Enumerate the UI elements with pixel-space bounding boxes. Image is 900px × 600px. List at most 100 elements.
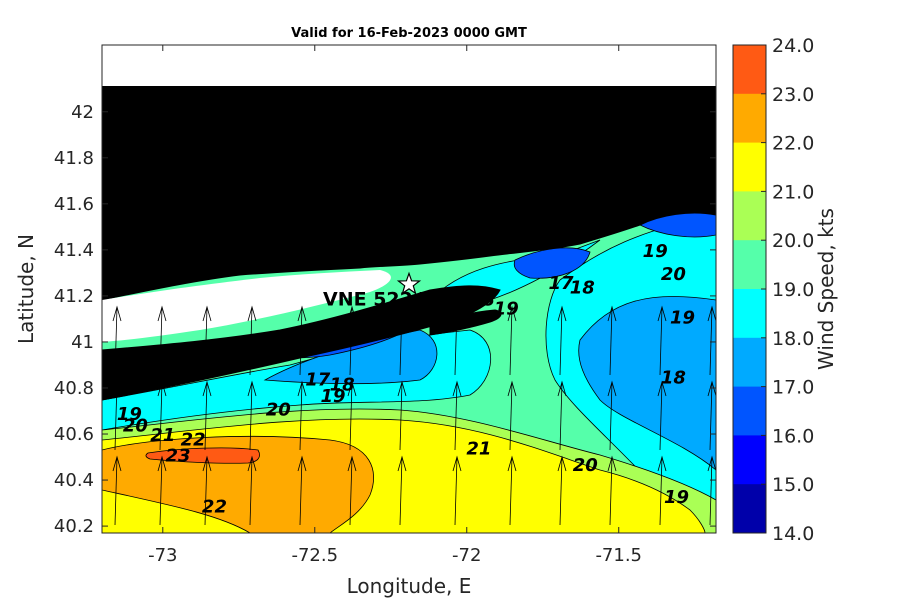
wind-band-23-24 [145, 447, 260, 464]
contour-label: 19 [664, 487, 689, 508]
contour-label: 18 [570, 278, 595, 299]
colorbar-swatch [733, 435, 766, 485]
contour-label: 19 [117, 404, 142, 425]
x-tick-label: -72.5 [291, 545, 338, 566]
wind-vector [707, 305, 716, 376]
y-tick-label: 42 [71, 102, 94, 123]
wind-vector [397, 455, 407, 526]
colorbar-swatch [733, 484, 766, 534]
wind-vector [657, 305, 667, 376]
colorbar: 24.0 23.0 22.0 21.0 20.0 19.0 18.0 17.0 16.0 15.0… [732, 35, 838, 545]
wind-vector [247, 305, 257, 376]
colorbar-ticks: 24.0 23.0 22.0 21.0 20.0 19.0 18.0 17.0 16.0 15.0… [761, 35, 814, 545]
wind-vector [202, 380, 212, 451]
plot-title: Valid for 16-Feb-2023 0000 GMT [291, 26, 527, 41]
contour-label: 18 [661, 367, 686, 388]
wind-vector [347, 305, 357, 376]
contour-label: 22 [181, 430, 206, 451]
wind-vector [657, 455, 667, 526]
colorbar-swatch [733, 386, 766, 436]
contour-label: 20 [266, 400, 291, 421]
wind-band-18-19 [578, 295, 716, 471]
colorbar-tick-label: 21.0 [772, 181, 814, 203]
contour-label: 18 [330, 374, 355, 395]
wind-vector [297, 455, 307, 526]
contour-label: 20 [661, 264, 686, 285]
y-tick-label: 40.6 [54, 424, 94, 445]
station-label: VNE 522 VC 106 [323, 288, 494, 310]
wind-vector [202, 455, 212, 526]
wind-vector [247, 380, 257, 451]
colorbar-tick-label: 16.0 [772, 425, 814, 447]
colorbar-swatch [733, 191, 766, 241]
wind-vector [157, 455, 167, 526]
contour-label: 19 [494, 298, 519, 319]
colorbar-tick-label: 23.0 [772, 84, 814, 106]
land-new-england [102, 85, 716, 301]
wind-vector [452, 455, 462, 526]
wind-vector [557, 380, 567, 451]
contour-label: 20 [573, 455, 598, 476]
y-tick-label: 40.4 [54, 470, 94, 491]
wind-vector [507, 455, 517, 526]
y-tick-label: 40.2 [54, 516, 94, 537]
wind-vector [607, 305, 617, 376]
wind-vector [157, 380, 167, 451]
x-tick-label: -71.5 [595, 545, 642, 566]
x-axis-label: Longitude, E [347, 574, 472, 598]
station-star-icon [396, 271, 422, 295]
wind-vector [607, 380, 617, 451]
colorbar-tick-label: 17.0 [772, 377, 814, 399]
colorbar-tick-label: 22.0 [772, 133, 814, 155]
wind-vector [557, 305, 567, 376]
wind-vector [347, 380, 357, 451]
wind-vector [507, 380, 517, 451]
x-axis-ticks: -73 -72.5 -72 -71.5 [148, 45, 642, 566]
colorbar-tick-label: 15.0 [772, 474, 814, 496]
contour-label: 23 [165, 446, 190, 467]
wind-vector [297, 305, 307, 376]
wind-vector [557, 455, 567, 526]
colorbar-swatch [733, 240, 766, 290]
wind-vector [397, 305, 407, 376]
contour-label: 17 [548, 273, 574, 294]
wind-vector [347, 455, 357, 526]
wind-vector [452, 380, 462, 451]
colorbar-swatch [733, 45, 766, 95]
long-island-sound [102, 270, 391, 342]
wind-vector [397, 380, 407, 451]
y-tick-label: 41.8 [54, 148, 94, 169]
x-tick-label: -73 [148, 545, 177, 566]
colorbar-swatch [733, 289, 766, 339]
y-tick-label: 41.4 [54, 240, 94, 261]
wind-vector [202, 305, 212, 376]
wind-vector [657, 380, 667, 451]
wind-vector [112, 305, 122, 376]
colorbar-tick-label: 24.0 [772, 35, 814, 57]
wind-vector [112, 380, 122, 451]
y-tick-label: 41.2 [54, 286, 94, 307]
contour-label: 17 [305, 370, 331, 391]
axes-frame [101, 44, 717, 534]
wind-vector [707, 380, 716, 451]
map-top-blank [102, 45, 716, 86]
wind-vector [707, 455, 716, 526]
colorbar-tick-label: 18.0 [772, 328, 814, 350]
y-axis-label: Latitude, N [14, 234, 38, 344]
wind-vector [607, 455, 617, 526]
y-tick-label: 41.6 [54, 194, 94, 215]
contour-label: 19 [643, 241, 668, 262]
colorbar-tick-label: 19.0 [772, 279, 814, 301]
colorbar-swatch [733, 337, 766, 388]
contour-label: 19 [670, 308, 695, 329]
y-tick-label: 40.8 [54, 378, 94, 399]
y-tick-label: 41 [71, 332, 94, 353]
wind-vector [247, 455, 257, 526]
station-marker: VNE 522 VC 106 [323, 271, 494, 310]
wind-vector [112, 455, 122, 526]
colorbar-label: Wind Speed, kts [814, 208, 838, 370]
